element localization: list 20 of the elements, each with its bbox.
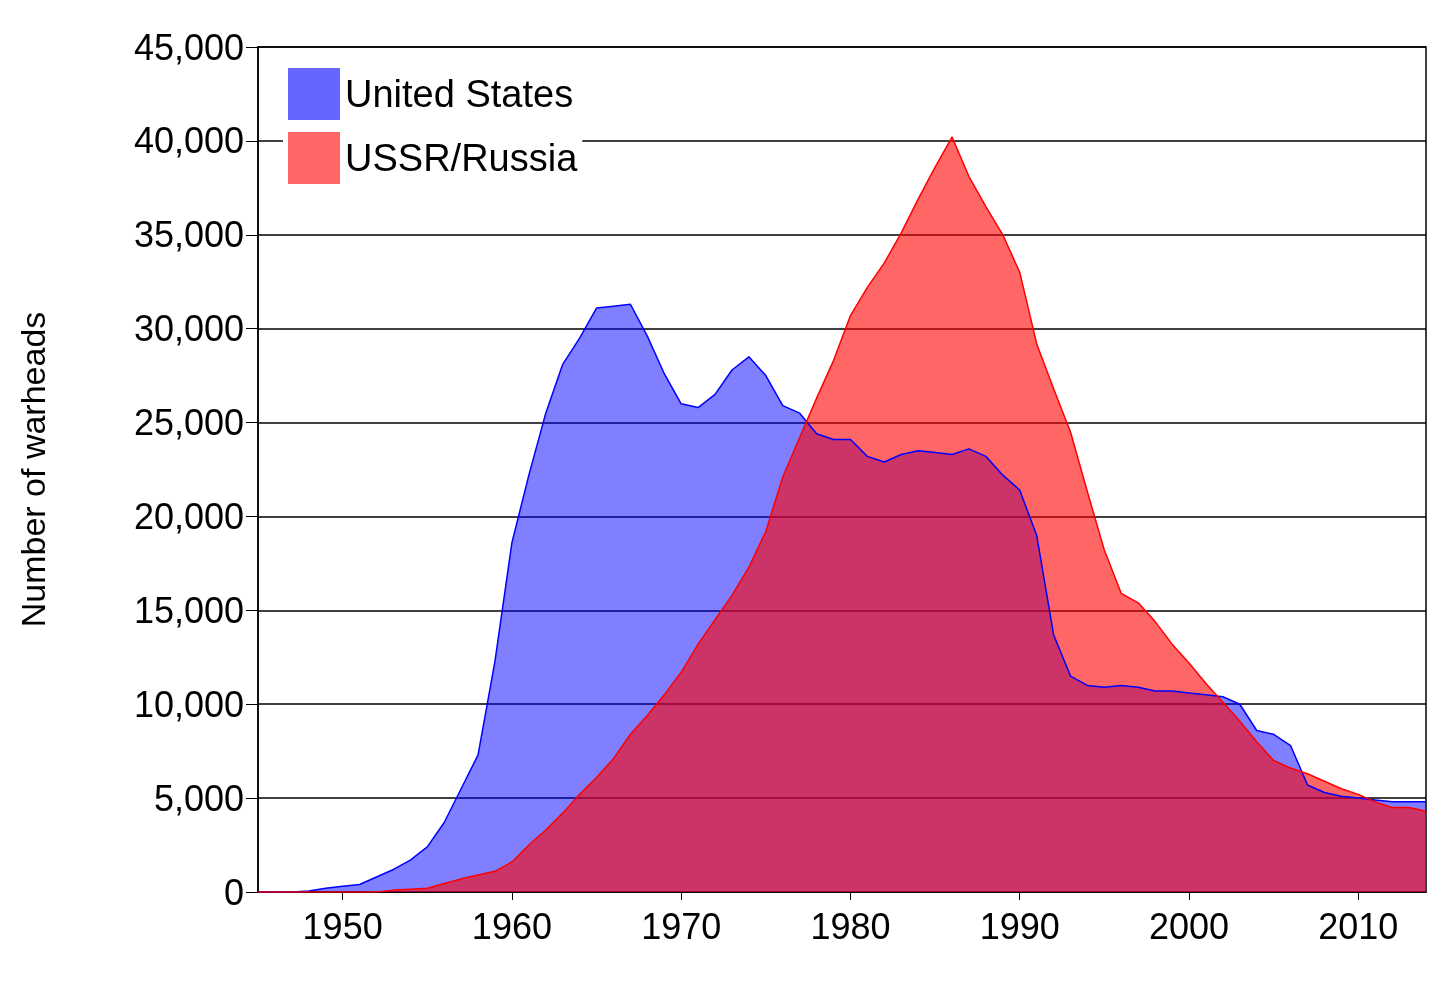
legend-label: USSR/Russia bbox=[345, 137, 579, 179]
y-tick-label: 30,000 bbox=[133, 308, 244, 350]
x-tick-label: 1950 bbox=[302, 905, 383, 947]
y-tick-label: 45,000 bbox=[133, 26, 244, 68]
x-tick-label: 1990 bbox=[979, 905, 1060, 947]
y-tick-label: 20,000 bbox=[133, 495, 244, 537]
y-tick-label: 35,000 bbox=[133, 214, 244, 256]
y-tick-label: 40,000 bbox=[133, 120, 244, 162]
y-tick-label: 0 bbox=[223, 871, 244, 913]
x-tick-label: 2000 bbox=[1148, 905, 1230, 947]
y-axis-title: Number of warheads bbox=[14, 311, 52, 628]
x-tick-label: 1970 bbox=[641, 905, 722, 947]
x-tick-label: 1980 bbox=[810, 905, 891, 947]
y-tick-label: 10,000 bbox=[133, 683, 244, 725]
y-tick-label: 25,000 bbox=[133, 402, 244, 444]
legend-label: United States bbox=[345, 73, 574, 115]
y-tick-label: 15,000 bbox=[133, 589, 244, 631]
x-tick-label: 1960 bbox=[471, 905, 552, 947]
y-tick-label: 5,000 bbox=[153, 777, 244, 819]
x-tick-label: 2010 bbox=[1318, 905, 1399, 947]
